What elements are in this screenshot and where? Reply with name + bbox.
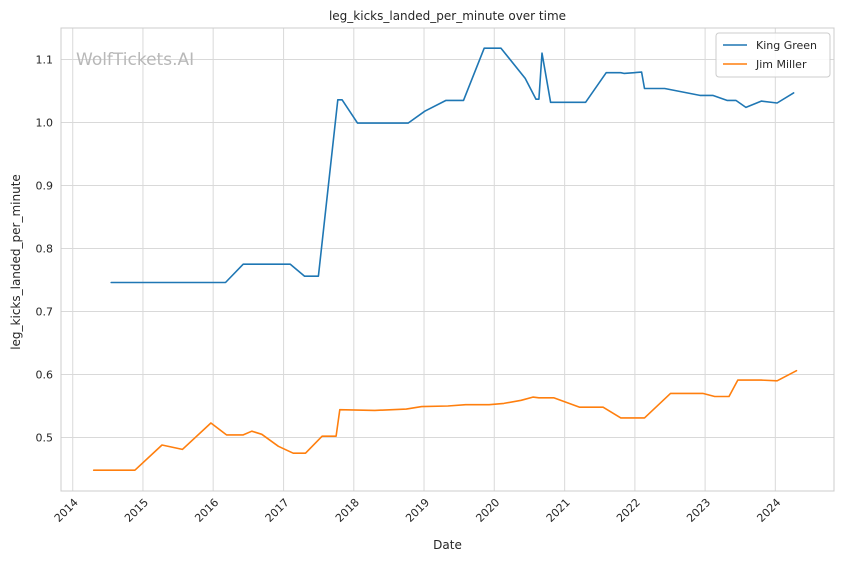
series-line-jim-miller <box>92 369 798 472</box>
y-tick-4: 0.9 <box>36 179 54 192</box>
legend-label-king-green: King Green <box>756 39 817 52</box>
y-tick-3: 0.8 <box>36 242 54 255</box>
series-layer <box>92 47 798 472</box>
x-axis-title: Date <box>433 538 462 552</box>
x-tick-2017: 2017 <box>263 496 292 525</box>
y-axis-title: leg_kicks_landed_per_minute <box>9 174 23 350</box>
plot-frame <box>60 27 835 492</box>
x-tick-2022: 2022 <box>614 496 643 525</box>
y-tick-6: 1.1 <box>36 53 54 66</box>
x-tick-2018: 2018 <box>333 496 362 525</box>
x-tick-2021: 2021 <box>544 496 573 525</box>
series-line-king-green <box>110 47 795 284</box>
x-tick-2020: 2020 <box>473 496 502 525</box>
y-tick-2: 0.7 <box>36 305 54 318</box>
y-tick-0: 0.5 <box>36 431 54 444</box>
y-tick-labels: 0.5 0.6 0.7 0.8 0.9 1.0 1.1 <box>36 53 54 444</box>
y-tick-1: 0.6 <box>36 368 54 381</box>
legend: King Green Jim Miller <box>715 32 831 78</box>
legend-label-jim-miller: Jim Miller <box>755 58 807 71</box>
x-tick-labels: 2014 2015 2016 2017 2018 2019 2020 2021 2022 2023… <box>52 496 784 525</box>
x-tick-2015: 2015 <box>122 496 151 525</box>
x-tick-2016: 2016 <box>192 496 221 525</box>
x-tick-2024: 2024 <box>754 496 783 525</box>
horizontal-grid <box>61 58 834 438</box>
x-tick-2023: 2023 <box>684 496 713 525</box>
y-tick-5: 1.0 <box>36 116 54 129</box>
x-tick-2014: 2014 <box>52 496 81 525</box>
chart-title: leg_kicks_landed_per_minute over time <box>329 9 566 23</box>
vertical-grid <box>72 28 776 491</box>
x-tick-2019: 2019 <box>403 496 432 525</box>
legend-box <box>715 32 831 78</box>
watermark: WolfTickets.AI <box>76 50 194 70</box>
